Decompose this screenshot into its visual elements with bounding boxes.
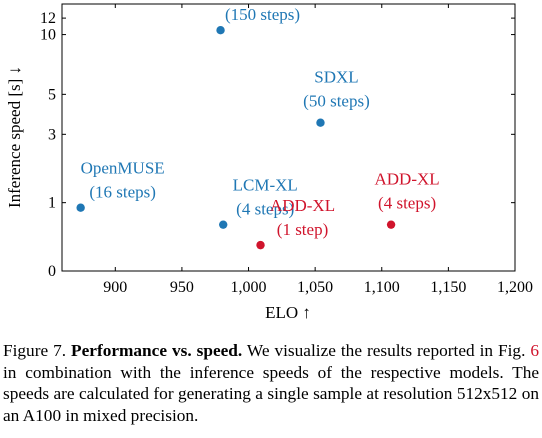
- y-tick-label: 1: [48, 195, 56, 212]
- data-point: [316, 118, 325, 127]
- x-tick-label: 1,050: [297, 279, 333, 296]
- data-point-label: LCM-XL (4 steps): [233, 176, 298, 219]
- data-point: [256, 240, 265, 250]
- figure: 900 950 1,000 1,050 1,100 1,150 1,200 0 1 3 5 10 12…: [5, 0, 533, 322]
- x-axis-ticks: 900 950 1,000 1,050 1,100 1,150 1,200: [103, 4, 533, 296]
- data-point-label: ADD-XL (4 steps): [375, 170, 440, 213]
- data-points: IF-XL(150 steps) SDXL(50 steps) OpenMUSE(1…: [76, 0, 440, 250]
- y-tick-label: 5: [48, 86, 56, 103]
- scatter-chart: 900 950 1,000 1,050 1,100 1,150 1,200 0 1 3 5 1012…: [5, 0, 533, 322]
- x-axis-title: ELO ↑: [265, 303, 311, 322]
- figure-caption: Figure 7. Performance vs. speed. We visu…: [3, 340, 539, 426]
- data-point: [386, 220, 396, 229]
- y-tick-label: 0: [48, 263, 56, 280]
- caption-text-1: We visualize the results reported in Fig…: [242, 341, 531, 360]
- data-point-label: IF-XL(150 steps): [225, 0, 300, 24]
- x-tick-label: 900: [103, 279, 127, 296]
- data-point: [76, 203, 85, 212]
- x-tick-label: 1,100: [364, 279, 400, 296]
- caption-figure-ref[interactable]: 6: [530, 341, 540, 360]
- y-tick-label: 12: [40, 10, 56, 27]
- x-tick-label: 950: [170, 279, 194, 296]
- data-point: [219, 220, 228, 229]
- data-point-label: OpenMUSE (16 steps): [81, 159, 165, 202]
- y-axis-title: Inference speed [s] ↓: [5, 66, 24, 208]
- data-point-label: SDXL (50 steps): [303, 68, 370, 111]
- caption-text-2: in combination with the inference speeds…: [3, 362, 539, 425]
- x-tick-label: 1,150: [430, 279, 466, 296]
- plot-frame: [61, 3, 516, 272]
- caption-title: Performance vs. speed.: [71, 341, 243, 360]
- caption-figure-label: Figure 7.: [3, 341, 67, 360]
- y-tick-label: 3: [48, 126, 56, 143]
- x-tick-label: 1,200: [497, 279, 533, 296]
- y-tick-label: 10: [40, 27, 56, 44]
- x-tick-label: 1,000: [231, 279, 267, 296]
- data-point: [216, 25, 225, 35]
- data-point-label: ADD-XL (1 step): [270, 196, 335, 239]
